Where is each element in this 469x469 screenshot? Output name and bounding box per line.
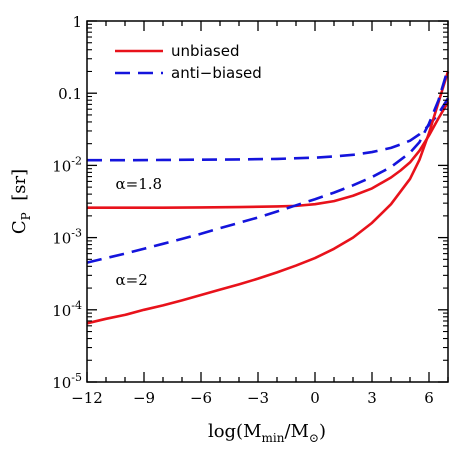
x-tick-label: −6: [190, 389, 212, 407]
x-tick-label: 6: [424, 389, 434, 407]
x-tick-label: 0: [310, 389, 320, 407]
ticks-layer: −12 −9 −6 −3 0 3 6 10-5 10-4 10-3 10-2 0.1 1: [52, 13, 449, 407]
series-line-2: [87, 97, 450, 162]
annotations: α=1.8 α=2: [116, 175, 163, 289]
y-tick-label: 0.1: [58, 85, 82, 103]
series-line-4: [86, 68, 450, 264]
series-line-1: [87, 101, 450, 209]
series-layer: [86, 68, 450, 325]
annotation: α=1.8: [116, 175, 163, 193]
x-tick-label: −9: [133, 389, 155, 407]
y-axis-title: CP [sr]: [9, 169, 33, 234]
plot-frame: [86, 20, 449, 383]
x-tick-label: 3: [367, 389, 377, 407]
y-tick-label: 10-2: [52, 154, 82, 175]
y-tick-label: 10-3: [52, 227, 82, 248]
series-line-3: [86, 71, 450, 325]
x-tick-label: −3: [247, 389, 269, 407]
legend-label: anti−biased: [171, 64, 262, 82]
axis-titles: log(Mmin/M⊙) CP [sr]: [9, 169, 326, 445]
y-tick-label: 10-4: [52, 299, 82, 320]
legend-label: unbiased: [171, 42, 239, 60]
x-axis-title: log(Mmin/M⊙): [208, 421, 326, 445]
legend: unbiased anti−biased: [115, 42, 262, 82]
y-tick-label: 1: [72, 13, 82, 31]
annotation: α=2: [116, 271, 148, 289]
x-tick-label: −12: [71, 389, 103, 407]
y-tick-label: 10-5: [52, 371, 82, 392]
